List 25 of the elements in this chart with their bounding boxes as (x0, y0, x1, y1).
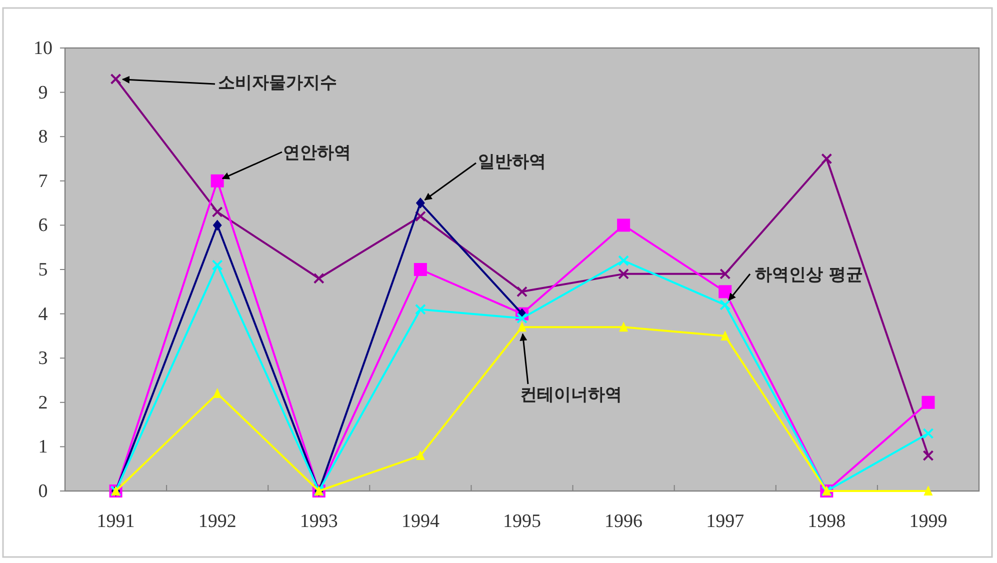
x-tick-label: 1991 (96, 511, 135, 532)
y-tick-label: 4 (38, 304, 48, 325)
y-tick-label: 6 (38, 215, 48, 236)
y-tick-label: 0 (38, 481, 48, 502)
x-tick-label: 1993 (300, 511, 338, 532)
y-tick-label: 5 (38, 260, 48, 280)
x-tick-label: 1996 (604, 511, 643, 532)
x-tick-label: 1994 (401, 511, 440, 532)
x-tick-label: 1995 (503, 511, 541, 532)
annotation: 하역인상 평균 (755, 265, 863, 285)
annotation: 연안하역 (283, 143, 351, 163)
annotation: 일반하역 (478, 152, 546, 172)
y-tick-label: 10 (34, 38, 52, 59)
y-tick-label: 2 (38, 392, 48, 414)
y-tick-label: 1 (38, 436, 48, 458)
x-tick-label: 1997 (706, 511, 744, 532)
y-tick-label: 9 (38, 82, 48, 104)
y-tick-label: 8 (38, 126, 48, 148)
x-tick-label: 1999 (909, 511, 948, 532)
annotation: 소비자물가지수 (218, 73, 337, 93)
annotation: 컨테이너하역 (520, 385, 622, 405)
y-tick-label: 3 (38, 348, 48, 370)
y-tick-label: 7 (38, 170, 48, 192)
x-tick-label: 1992 (198, 511, 236, 532)
x-tick-label: 1998 (808, 511, 846, 532)
